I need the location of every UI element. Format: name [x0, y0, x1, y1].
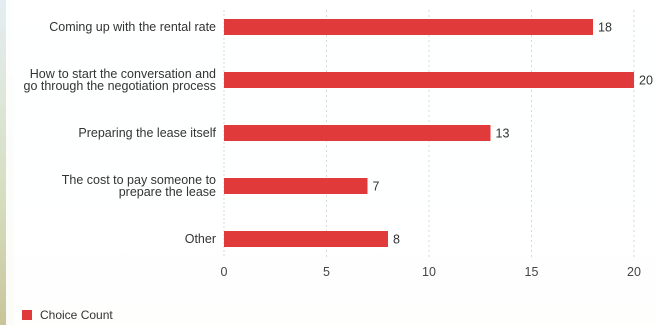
bar-4[interactable]: [224, 231, 388, 247]
value-label-2: 13: [496, 127, 510, 141]
value-label-1: 20: [639, 74, 653, 88]
category-label-3: The cost to pay someone to prepare the le…: [62, 173, 216, 199]
value-label-0: 18: [598, 21, 612, 35]
legend-swatch: [22, 310, 32, 320]
bar-0[interactable]: [224, 19, 593, 35]
category-label-0: Coming up with the rental rate: [49, 20, 216, 34]
chart-panel: [6, 0, 656, 325]
bar-1[interactable]: [224, 72, 634, 88]
x-tick-label-10: 10: [422, 265, 436, 279]
legend[interactable]: Choice Count: [22, 308, 113, 322]
category-label-2: Preparing the lease itself: [78, 126, 216, 140]
category-label-1: How to start the conversation and go thro…: [24, 67, 217, 93]
x-tick-label-15: 15: [525, 265, 539, 279]
legend-label: Choice Count: [40, 308, 113, 322]
x-tick-label-20: 20: [627, 265, 641, 279]
category-label-4: Other: [185, 232, 216, 246]
value-label-3: 7: [373, 180, 380, 194]
bar-2[interactable]: [224, 125, 491, 141]
x-tick-label-0: 0: [221, 265, 228, 279]
x-tick-label-5: 5: [323, 265, 330, 279]
bar-3[interactable]: [224, 178, 368, 194]
value-label-4: 8: [393, 233, 400, 247]
